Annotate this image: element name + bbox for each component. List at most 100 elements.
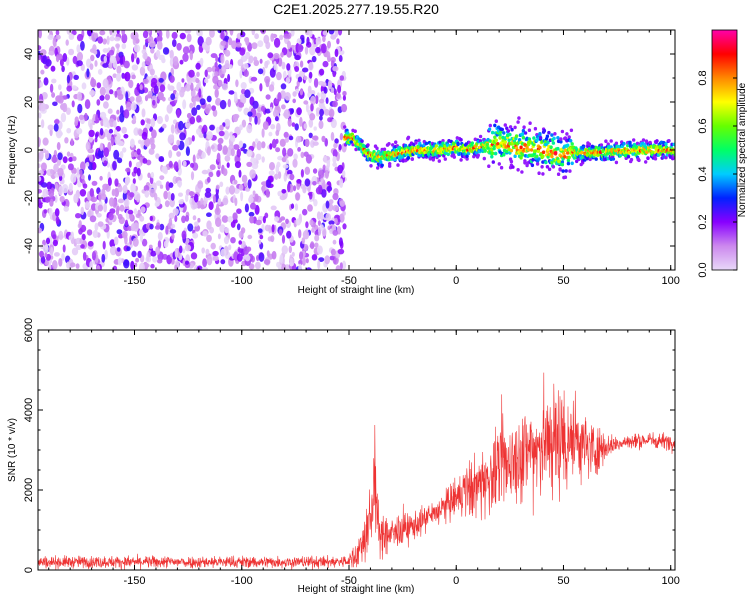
heatmap-noise-cell: [228, 37, 233, 46]
heatmap-signal-cell: [465, 157, 469, 161]
heatmap-noise-cell: [259, 83, 263, 92]
heatmap-signal-cell: [441, 139, 445, 143]
heatmap-signal-cell: [569, 139, 573, 143]
snr-x-tick-label: 0: [453, 575, 459, 587]
heatmap-noise-cell: [79, 169, 83, 177]
heatmap-signal-cell: [526, 148, 531, 152]
heatmap-noise-cell: [53, 163, 59, 173]
heatmap-y-tick-label: -20: [23, 190, 35, 206]
heatmap-noise-cell: [109, 36, 115, 42]
heatmap-noise-cell: [286, 63, 291, 71]
heatmap-noise-cell: [248, 211, 255, 217]
heatmap-noise-cell: [168, 182, 174, 189]
heatmap-noise-cell: [111, 188, 116, 196]
heatmap-noise-cell: [40, 102, 46, 112]
heatmap-noise-cell: [89, 261, 94, 270]
heatmap-noise-cell: [76, 167, 80, 176]
heatmap-noise-cell: [133, 44, 141, 53]
heatmap-noise-cell: [248, 196, 254, 204]
heatmap-noise-cell: [212, 109, 218, 117]
heatmap-signal-cell: [538, 145, 542, 150]
heatmap-signal-cell: [406, 135, 411, 140]
heatmap-noise-cell: [150, 143, 156, 150]
heatmap-noise-cell: [114, 36, 121, 42]
colorbar-tick-label: 0.0: [697, 262, 709, 277]
heatmap-noise-cell: [96, 265, 101, 270]
heatmap-noise-cell: [102, 38, 107, 45]
heatmap-signal-cell: [570, 142, 574, 146]
heatmap-noise-cell: [254, 33, 259, 40]
heatmap-noise-cell: [316, 211, 321, 221]
heatmap-noise-cell: [269, 143, 273, 150]
heatmap-noise-cell: [305, 102, 309, 113]
heatmap-signal-cell: [527, 137, 532, 141]
heatmap-signal-cell: [394, 140, 398, 144]
snr-y-axis-label: SNR (10 * v/v): [7, 418, 18, 482]
heatmap-noise-cell: [299, 251, 304, 261]
heatmap-signal-cell: [493, 151, 498, 156]
heatmap-noise-cell: [185, 193, 189, 203]
heatmap-noise-cell: [55, 54, 60, 63]
heatmap-noise-cell: [224, 155, 231, 162]
snr-x-ticks: -150 -100 -50 0 50 100: [48, 330, 680, 587]
heatmap-noise-cell: [250, 76, 258, 82]
heatmap-noise-cell: [326, 51, 331, 60]
heatmap-signal-cell: [541, 172, 545, 176]
heatmap-signal-cell: [487, 164, 491, 168]
heatmap-signal-cell: [518, 148, 523, 152]
heatmap-noise-cell: [78, 220, 82, 228]
heatmap-noise-cell: [56, 142, 61, 151]
heatmap-noise-cell: [66, 127, 72, 134]
heatmap-noise-cell: [137, 250, 142, 259]
heatmap-noise-cell: [68, 235, 73, 241]
heatmap-noise-cell: [220, 248, 227, 257]
heatmap-noise-cell: [298, 259, 303, 266]
heatmap-noise-cell: [97, 204, 104, 212]
heatmap-noise-cell: [330, 131, 335, 141]
heatmap-noise-cell: [44, 260, 50, 266]
heatmap-noise-cell: [159, 175, 165, 181]
heatmap-noise-cell: [243, 69, 249, 77]
heatmap-noise-cell: [205, 248, 210, 256]
heatmap-signal-cell: [470, 141, 474, 145]
heatmap-signal-cell: [570, 161, 574, 166]
heatmap-noise-cell: [159, 223, 165, 231]
heatmap-noise-cell: [97, 148, 104, 158]
heatmap-noise-cell: [54, 208, 60, 217]
heatmap-noise-cell: [166, 104, 173, 114]
heatmap-noise-cell: [254, 193, 259, 202]
heatmap-signal-cell: [533, 149, 538, 153]
heatmap-noise-cell: [283, 131, 289, 138]
heatmap-noise-cell: [108, 212, 114, 221]
heatmap-noise-cell: [283, 109, 291, 119]
heatmap-noise-cell: [244, 254, 251, 262]
heatmap-noise-cell: [123, 134, 129, 139]
colorbar-tick-label: 0.4: [697, 166, 709, 181]
heatmap-noise-cell: [315, 95, 319, 105]
heatmap-noise-cell: [178, 199, 184, 205]
heatmap-noise-cell: [123, 60, 130, 69]
heatmap-noise-cell: [106, 133, 112, 141]
heatmap-noise-cell: [265, 94, 271, 100]
heatmap-signal-cell: [551, 165, 556, 169]
heatmap-noise-cell: [114, 135, 121, 145]
heatmap-signal-cell: [507, 138, 511, 143]
heatmap-noise-cell: [270, 235, 275, 243]
heatmap-noise-cell: [289, 173, 295, 181]
heatmap-noise-cell: [252, 190, 256, 196]
heatmap-noise-cell: [324, 255, 331, 265]
heatmap-noise-cell: [318, 98, 325, 104]
heatmap-noise-cell: [172, 56, 179, 66]
heatmap-noise-cell: [89, 90, 96, 96]
heatmap-signal-cell: [563, 175, 568, 179]
heatmap-signal-cell: [360, 139, 364, 143]
heatmap-noise-cell: [157, 240, 162, 249]
heatmap-noise-cell: [121, 230, 128, 239]
heatmap-noise-cell: [112, 120, 117, 128]
heatmap-noise-cell: [66, 74, 70, 84]
heatmap-noise-cell: [49, 198, 54, 207]
heatmap-noise-cell: [115, 207, 120, 216]
heatmap-noise-cell: [103, 101, 109, 109]
heatmap-noise-cell: [286, 230, 292, 239]
